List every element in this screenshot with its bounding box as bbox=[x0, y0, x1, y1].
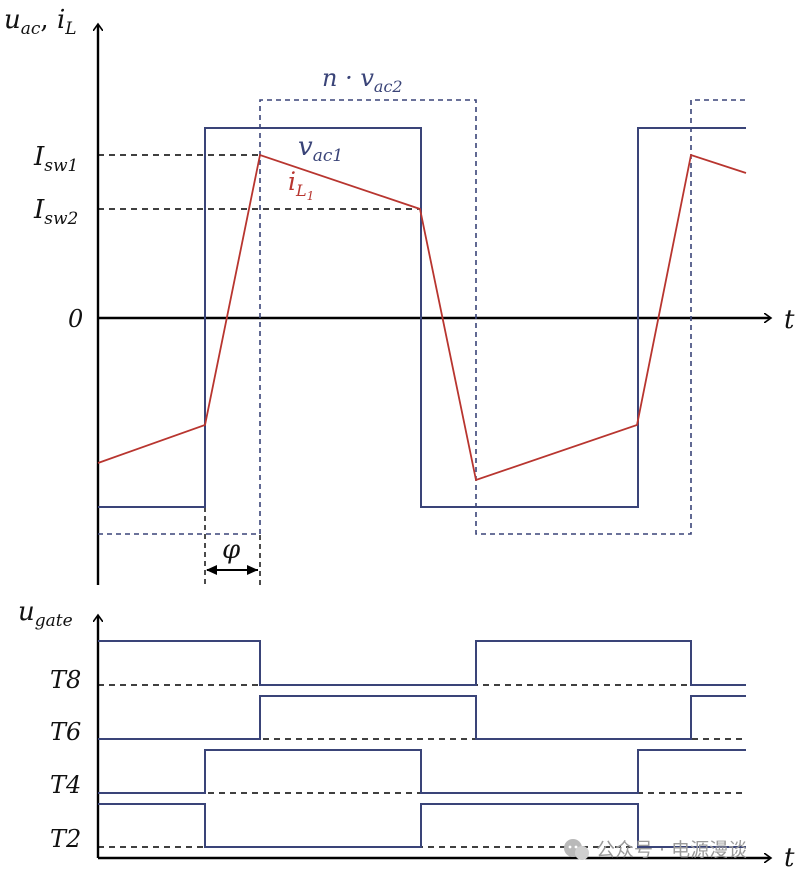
bottom-x-axis-label: t bbox=[784, 843, 795, 873]
t2-gate-waveform bbox=[98, 803, 746, 848]
watermark-text: 公众号 · 电源漫谈 bbox=[596, 839, 747, 861]
zero-label: 0 bbox=[68, 305, 83, 333]
t8-label: T8 bbox=[50, 666, 81, 694]
watermark: 公众号 · 电源漫谈 bbox=[564, 839, 747, 861]
t4-gate-waveform bbox=[98, 749, 746, 794]
top-plot: uac, iL t 0 Isw1 Isw2 vac1 n · vac2 iL1 … bbox=[4, 5, 795, 588]
il1-label: iL1 bbox=[288, 167, 314, 203]
top-y-axis-label: uac, iL bbox=[4, 5, 77, 39]
vac1-label: vac1 bbox=[298, 132, 343, 166]
isw2-label: Isw2 bbox=[33, 195, 78, 229]
t6-label: T6 bbox=[50, 718, 81, 746]
t2-label: T2 bbox=[50, 825, 81, 853]
bottom-plot: ugate t T8 T6 T4 T2 bbox=[18, 597, 795, 873]
nvac2-label: n · vac2 bbox=[322, 64, 403, 96]
vac1-waveform bbox=[98, 127, 746, 508]
wechat-icon bbox=[564, 839, 589, 860]
bottom-y-axis-label: ugate bbox=[18, 597, 73, 631]
top-x-axis-label: t bbox=[784, 305, 795, 335]
il1-waveform bbox=[97, 153, 747, 482]
phi-label: φ bbox=[222, 535, 241, 565]
nvac2-waveform bbox=[98, 99, 746, 535]
isw1-label: Isw1 bbox=[33, 142, 78, 176]
t8-gate-waveform bbox=[98, 640, 746, 686]
t6-gate-waveform bbox=[98, 695, 746, 740]
t4-label: T4 bbox=[50, 771, 81, 799]
